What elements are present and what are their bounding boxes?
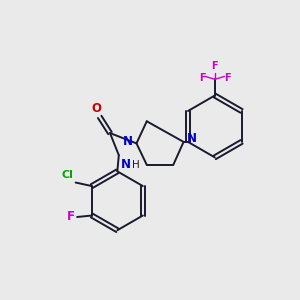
Text: Cl: Cl <box>61 170 73 180</box>
Text: F: F <box>224 73 230 83</box>
Text: F: F <box>67 211 75 224</box>
Text: H: H <box>132 160 140 170</box>
Text: N: N <box>187 133 197 146</box>
Text: N: N <box>121 158 131 171</box>
Text: F: F <box>199 73 206 83</box>
Text: F: F <box>212 61 218 71</box>
Text: O: O <box>91 101 101 115</box>
Text: N: N <box>123 135 133 148</box>
